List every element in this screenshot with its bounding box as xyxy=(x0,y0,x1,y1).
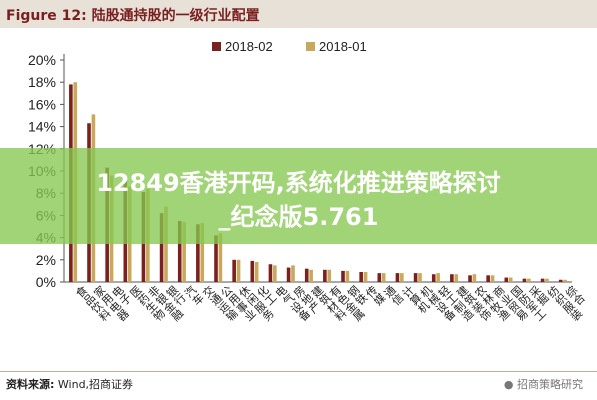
bar xyxy=(431,274,436,282)
bar xyxy=(395,273,400,282)
banner-line-2: _纪念版5.761 xyxy=(218,203,379,231)
bar xyxy=(214,235,218,282)
bar xyxy=(545,278,549,282)
bar xyxy=(359,272,363,282)
bar xyxy=(268,264,273,282)
bar xyxy=(454,274,459,282)
bar xyxy=(504,277,509,282)
bar xyxy=(309,269,313,282)
bar xyxy=(377,273,382,282)
bar xyxy=(236,259,241,282)
bar xyxy=(323,269,327,282)
bar xyxy=(468,275,472,282)
bar xyxy=(508,277,513,282)
bar xyxy=(341,270,345,282)
bar xyxy=(232,259,236,282)
bar xyxy=(250,260,255,282)
bar xyxy=(200,223,205,282)
bar xyxy=(527,278,531,282)
legend-label: 2018-01 xyxy=(319,39,367,54)
bar xyxy=(254,262,259,282)
bar xyxy=(218,233,223,282)
bar xyxy=(450,274,454,282)
bar xyxy=(558,279,563,282)
bar xyxy=(177,220,182,282)
bar xyxy=(540,278,545,282)
legend-swatch xyxy=(306,42,315,51)
bar xyxy=(381,273,386,282)
bar xyxy=(472,274,477,282)
overlay-banner: 12849香港开码,系统化推进策略探讨 _纪念版5.761 xyxy=(0,148,597,244)
bar xyxy=(522,278,527,282)
watermark-text: 招商策略研究 xyxy=(517,378,583,391)
wechat-icon: ● xyxy=(503,378,514,391)
y-tick-label: 0% xyxy=(36,274,56,290)
banner-line-1: 12849香港开码,系统化推进策略探讨 xyxy=(96,169,501,197)
bar xyxy=(490,275,495,282)
footer-divider xyxy=(0,371,597,372)
bar xyxy=(400,273,404,282)
bar xyxy=(363,272,368,282)
bar xyxy=(159,213,164,282)
legend-swatch xyxy=(212,42,221,51)
bar xyxy=(436,273,440,282)
y-tick-label: 2% xyxy=(36,252,56,268)
bar xyxy=(304,268,309,282)
watermark: ● 招商策略研究 xyxy=(504,376,583,392)
bar xyxy=(486,275,490,282)
bar xyxy=(345,270,350,282)
header-bar: Figure 12: 陆股通持股的一级行业配置 xyxy=(0,0,597,28)
source-label: 资料来源: xyxy=(6,378,55,391)
bar xyxy=(286,267,291,282)
y-tick-label: 20% xyxy=(28,52,56,68)
y-tick-label: 14% xyxy=(28,119,56,135)
source-text: Wind,招商证券 xyxy=(57,378,134,391)
bar xyxy=(273,265,277,282)
bar xyxy=(164,206,168,282)
y-tick-label: 18% xyxy=(28,74,56,90)
y-tick-label: 16% xyxy=(28,96,56,112)
bar xyxy=(291,265,295,282)
bar xyxy=(182,222,186,282)
figure-title: Figure 12: 陆股通持股的一级行业配置 xyxy=(6,8,260,24)
bar xyxy=(563,279,567,282)
bar xyxy=(418,273,422,282)
legend-label: 2018-02 xyxy=(225,39,273,54)
bar xyxy=(196,224,200,282)
source-note: 资料来源: Wind,招商证券 xyxy=(6,376,133,392)
bar xyxy=(413,273,418,282)
bar xyxy=(327,269,332,282)
